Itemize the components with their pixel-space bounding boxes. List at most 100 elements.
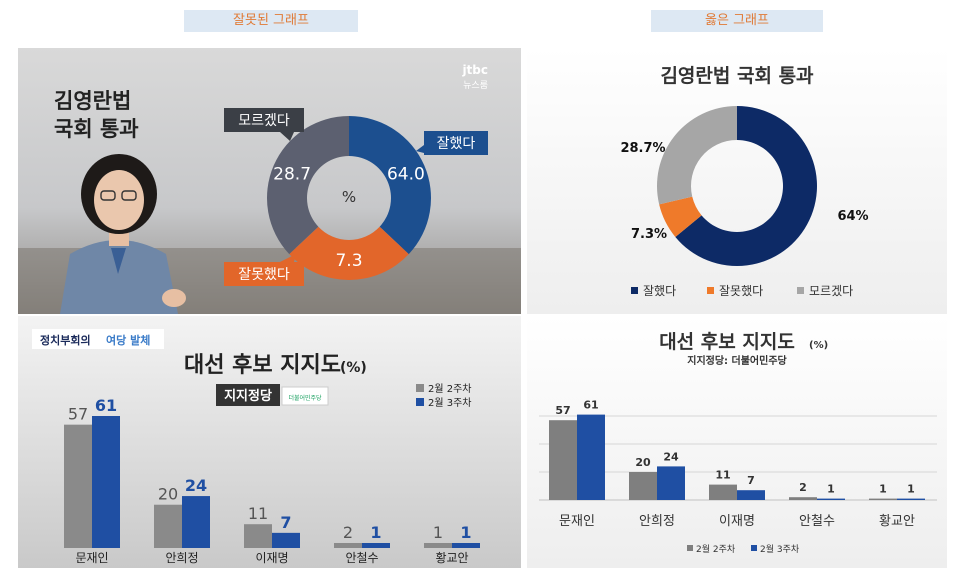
category-label-3: 안철수: [799, 514, 835, 529]
wrong-donut: 64.0 7.3 28.7: [267, 116, 431, 280]
bar-3-0: [334, 543, 362, 548]
bar-value-4-1: 1: [907, 483, 915, 496]
bar-value-4-1: 1: [460, 523, 471, 542]
right-donut-panel: 김영란법 국회 통과 64% 7.3% 28.7% 잘했다 잘못했다 모르겠다: [527, 48, 947, 314]
wrong-bars-legend: 2월 2주차 2월 3주차: [416, 383, 472, 409]
wrong-donut-title-2: 국회 통과: [54, 117, 139, 141]
bar-value-3-1: 1: [370, 523, 381, 542]
bar-value-4-0: 1: [879, 483, 887, 496]
bar-3-0: [789, 497, 817, 500]
right-bars-legend: 2월 2주차 2월 3주차: [687, 543, 800, 555]
category-label-4: 황교안: [879, 514, 915, 529]
slice-good-label: 64%: [837, 209, 868, 224]
category-label-4: 황교안: [435, 551, 468, 565]
wrong-bars-unit: (%): [340, 360, 367, 376]
tv-logo: jtbc: [461, 63, 488, 77]
bar-value-1-1: 24: [663, 450, 679, 463]
slice-bad: [289, 226, 409, 280]
slice-unknown: [657, 106, 737, 205]
bar-value-0-0: 57: [68, 405, 88, 424]
bar-1-0: [154, 504, 182, 548]
slice-bad-label: 7.3%: [631, 227, 667, 242]
bar-4-1: [897, 498, 925, 500]
slice-good-label: 64.0: [387, 164, 425, 184]
right-donut-title: 김영란법 국회 통과: [660, 65, 814, 87]
legend-label-1: 잘못했다: [719, 284, 763, 298]
bar-value-2-0: 11: [248, 504, 268, 523]
wrong-bars-svg: 정치부회의 여당 발체 대선 후보 지지도 (%) 지지정당 더불어민주당 57…: [18, 316, 521, 568]
bar-1-1: [657, 466, 685, 500]
category-label-0: 문재인: [559, 514, 595, 529]
program-tag-brand: 정치부회의: [40, 333, 91, 347]
bar-0-0: [64, 424, 92, 548]
bar-4-0: [869, 498, 897, 500]
bar-2-0: [244, 524, 272, 548]
category-label-2: 이재명: [719, 514, 755, 529]
party-badge: [281, 386, 329, 406]
bar-0-0: [549, 420, 577, 500]
bar-3-1: [362, 543, 390, 548]
wrong-donut-panel: 김영란법 국회 통과 jtbc 뉴스룸 64.0 7.3 28.7 % 모르겠다 잘…: [18, 48, 521, 314]
bar-value-0-0: 57: [555, 404, 570, 417]
wrong-bars-panel: 정치부회의 여당 발체 대선 후보 지지도 (%) 지지정당 더불어민주당 57…: [18, 316, 521, 568]
bar-2-0: [709, 484, 737, 500]
slice-unknown: [267, 116, 349, 255]
legend-label-0: 2월 2주차: [696, 543, 736, 555]
right-donut-legend: 잘했다 잘못했다 모르겠다: [631, 284, 853, 298]
right-donut-background: [527, 48, 947, 314]
subtitle-box-label: 지지정당: [224, 388, 272, 404]
bar-2-1: [272, 532, 300, 548]
right-graph-header: 옳은 그래프: [651, 10, 823, 32]
slice-unknown-label: 28.7: [273, 164, 311, 184]
legend-swatch-1: [416, 398, 424, 406]
right-bars-subtitle: 지지정당: 더불어민주당: [687, 354, 787, 367]
category-label-2: 이재명: [255, 551, 288, 565]
bar-4-0: [424, 543, 452, 548]
legend-label-0: 2월 2주차: [428, 383, 472, 395]
legend-swatch-0: [687, 545, 693, 551]
tv-logo-sub: 뉴스룸: [463, 80, 488, 91]
bar-0-1: [92, 416, 120, 548]
callout-good: 잘했다: [416, 131, 488, 155]
bar-value-3-0: 2: [343, 523, 353, 542]
category-label-1: 안희정: [639, 514, 675, 529]
bar-value-3-1: 1: [827, 483, 835, 496]
bar-value-0-1: 61: [583, 399, 598, 412]
presenter-image: [60, 154, 186, 314]
category-label-3: 안철수: [345, 551, 378, 565]
bar-value-2-1: 7: [747, 474, 755, 487]
right-bars-panel: 대선 후보 지지도 (%) 지지정당: 더불어민주당 57 61 문재인 20 24 안희…: [527, 316, 947, 568]
wrong-donut-svg: 김영란법 국회 통과 jtbc 뉴스룸 64.0 7.3 28.7 % 모르겠다 잘…: [18, 48, 521, 314]
callout-unknown-label: 모르겠다: [238, 113, 290, 129]
bar-value-1-0: 20: [158, 485, 178, 504]
slice-unknown-label: 28.7%: [620, 141, 665, 156]
bar-value-0-1: 61: [95, 396, 117, 415]
legend-swatch-0: [416, 384, 424, 392]
party-badge-label: 더불어민주당: [288, 394, 322, 402]
bar-2-1: [737, 490, 765, 500]
legend-label-1: 2월 3주차: [428, 397, 472, 409]
program-tag-label: 여당 발체: [106, 333, 150, 347]
category-label-1: 안희정: [165, 551, 198, 565]
bar-1-1: [182, 496, 210, 548]
wrong-donut-title-1: 김영란법: [54, 89, 131, 113]
bar-1-0: [629, 472, 657, 500]
right-bars-title: 대선 후보 지지도: [659, 331, 795, 353]
right-bars-unit: (%): [809, 340, 828, 351]
bar-value-2-1: 7: [280, 513, 291, 532]
bar-4-1: [452, 543, 480, 548]
bar-0-1: [577, 414, 605, 500]
slice-good: [675, 106, 817, 266]
bar-value-2-0: 11: [715, 469, 730, 482]
right-donut-svg: 김영란법 국회 통과 64% 7.3% 28.7% 잘했다 잘못했다 모르겠다: [527, 48, 947, 314]
legend-label-0: 잘했다: [643, 284, 676, 298]
bar-value-3-0: 2: [799, 481, 807, 494]
bar-3-1: [817, 498, 845, 500]
legend-label-2: 모르겠다: [809, 284, 853, 298]
right-donut: 64% 7.3% 28.7%: [620, 106, 869, 266]
category-label-0: 문재인: [75, 551, 108, 565]
right-bars-svg: 대선 후보 지지도 (%) 지지정당: 더불어민주당 57 61 문재인 20 24 안희…: [527, 316, 947, 568]
bar-value-4-0: 1: [433, 523, 443, 542]
